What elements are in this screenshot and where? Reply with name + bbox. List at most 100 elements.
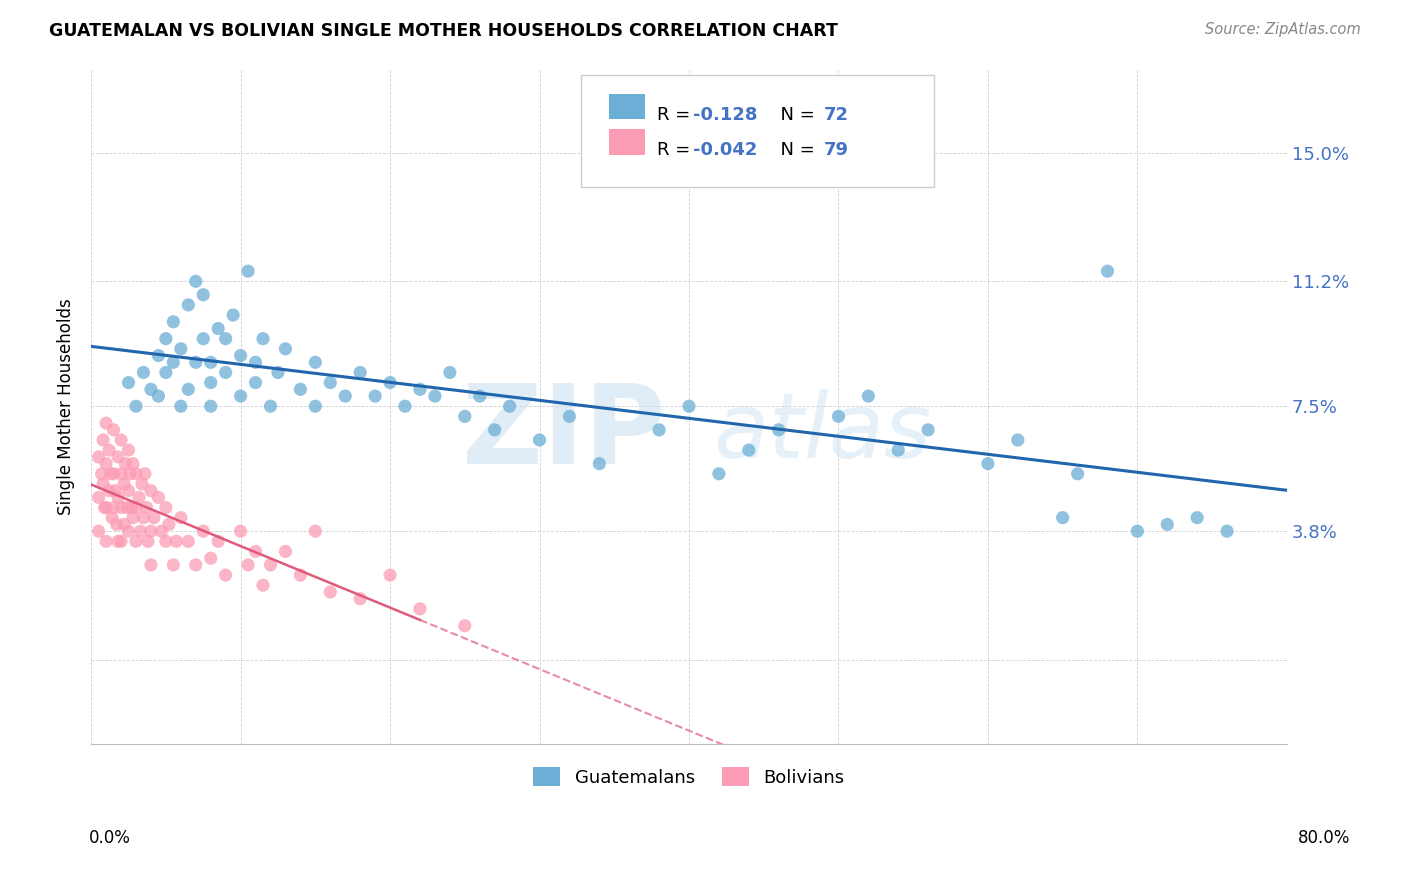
Point	[274, 544, 297, 558]
Point	[98, 443, 121, 458]
FancyBboxPatch shape	[582, 75, 934, 186]
Point	[90, 467, 112, 481]
Point	[122, 510, 145, 524]
Point	[290, 382, 312, 396]
Point	[200, 399, 222, 413]
Point	[155, 366, 177, 380]
Point	[245, 544, 267, 558]
Point	[110, 534, 132, 549]
Point	[125, 399, 148, 413]
Point	[139, 483, 162, 498]
Point	[101, 510, 124, 524]
Point	[1156, 517, 1178, 532]
Point	[94, 500, 117, 515]
Point	[484, 423, 506, 437]
Point	[215, 332, 238, 346]
Point	[103, 467, 125, 481]
Point	[245, 376, 267, 390]
Y-axis label: Single Mother Households: Single Mother Households	[58, 298, 75, 515]
Point	[118, 467, 141, 481]
Point	[267, 366, 290, 380]
Text: GUATEMALAN VS BOLIVIAN SINGLE MOTHER HOUSEHOLDS CORRELATION CHART: GUATEMALAN VS BOLIVIAN SINGLE MOTHER HOU…	[49, 22, 838, 40]
Point	[858, 389, 880, 403]
Point	[236, 558, 259, 572]
Point	[245, 355, 267, 369]
Text: -0.042: -0.042	[693, 142, 756, 160]
Point	[193, 332, 215, 346]
Point	[184, 558, 207, 572]
Text: 72: 72	[824, 106, 849, 124]
Point	[177, 298, 200, 312]
Point	[132, 510, 155, 524]
Point	[150, 524, 173, 538]
Point	[94, 416, 117, 430]
Point	[125, 467, 148, 481]
Point	[229, 524, 252, 538]
Point	[105, 517, 128, 532]
Point	[148, 349, 170, 363]
Point	[87, 450, 110, 464]
Point	[87, 524, 110, 538]
Point	[768, 423, 790, 437]
Point	[139, 524, 162, 538]
Point	[125, 534, 148, 549]
Point	[498, 399, 520, 413]
Point	[165, 534, 187, 549]
Point	[364, 389, 387, 403]
Point	[738, 443, 761, 458]
Point	[122, 457, 145, 471]
Point	[259, 399, 281, 413]
Point	[184, 355, 207, 369]
Point	[125, 500, 148, 515]
Point	[236, 264, 259, 278]
Point	[87, 491, 110, 505]
Point	[304, 524, 326, 538]
Point	[128, 491, 150, 505]
Point	[588, 457, 610, 471]
Point	[378, 376, 401, 390]
Point	[917, 423, 939, 437]
Point	[229, 389, 252, 403]
Legend: Guatemalans, Bolivians: Guatemalans, Bolivians	[524, 758, 853, 796]
Point	[117, 443, 139, 458]
Point	[349, 366, 371, 380]
Point	[155, 500, 177, 515]
Point	[117, 483, 139, 498]
Text: -0.128: -0.128	[693, 106, 756, 124]
Text: Source: ZipAtlas.com: Source: ZipAtlas.com	[1205, 22, 1361, 37]
Point	[107, 450, 129, 464]
Point	[215, 366, 238, 380]
Point	[91, 433, 114, 447]
Point	[170, 510, 193, 524]
Point	[131, 476, 153, 491]
Point	[94, 534, 117, 549]
Text: N =: N =	[769, 142, 821, 160]
Point	[135, 500, 157, 515]
Point	[215, 568, 238, 582]
Point	[193, 524, 215, 538]
Point	[977, 457, 1000, 471]
Point	[148, 491, 170, 505]
Point	[110, 433, 132, 447]
Point	[1097, 264, 1119, 278]
Point	[104, 483, 127, 498]
Point	[110, 500, 132, 515]
Point	[394, 399, 416, 413]
Point	[648, 423, 671, 437]
Point	[1216, 524, 1239, 538]
Point	[155, 332, 177, 346]
Point	[304, 399, 326, 413]
Point	[1052, 510, 1074, 524]
Point	[409, 382, 432, 396]
Point	[274, 342, 297, 356]
Point	[107, 534, 129, 549]
Text: ZIP: ZIP	[461, 380, 665, 487]
Point	[94, 457, 117, 471]
Point	[304, 355, 326, 369]
Point	[707, 467, 730, 481]
Point	[93, 500, 115, 515]
Point	[91, 476, 114, 491]
Point	[110, 467, 132, 481]
Text: N =: N =	[769, 106, 821, 124]
Point	[439, 366, 461, 380]
